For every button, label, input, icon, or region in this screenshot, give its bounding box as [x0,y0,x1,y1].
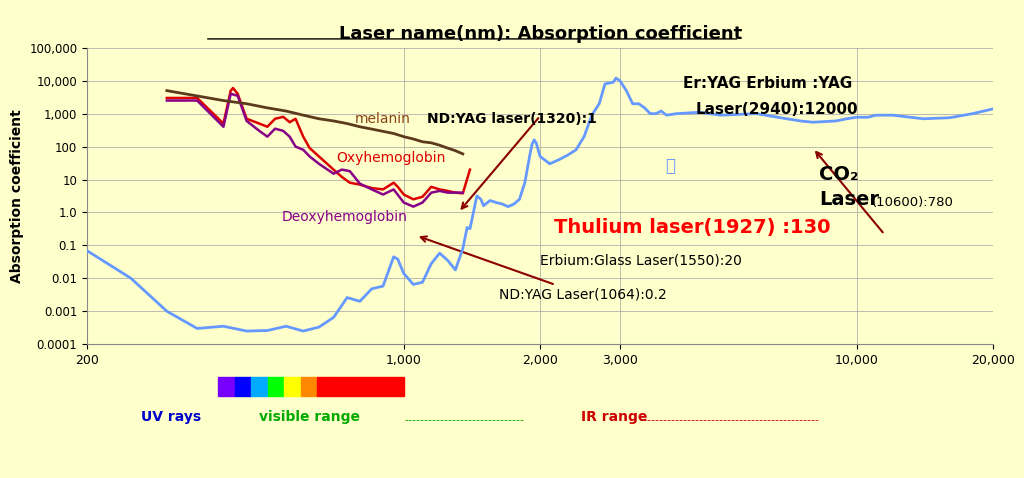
Text: Laser(2940):12000: Laser(2940):12000 [696,102,859,118]
Text: IR range: IR range [581,410,647,424]
Bar [334,377,403,396]
Y-axis label: Absorption coefficient: Absorption coefficient [9,109,24,283]
Text: Oxyhemoglobin: Oxyhemoglobin [336,151,445,165]
Text: UV rays: UV rays [141,410,202,424]
Text: Laser: Laser [819,190,880,209]
Bar [251,377,268,396]
Text: ND:YAG Laser(1064):0.2: ND:YAG Laser(1064):0.2 [500,287,667,301]
Text: 水: 水 [666,157,675,175]
Text: Er:YAG Erbium :YAG: Er:YAG Erbium :YAG [683,76,853,91]
Text: ------------------------------: ------------------------------ [404,415,524,424]
Bar [285,377,301,396]
Text: melanin: melanin [354,112,411,126]
Bar [218,377,234,396]
Text: Thulium laser(1927) :130: Thulium laser(1927) :130 [554,218,830,237]
Bar [301,377,317,396]
Text: Erbium:Glass Laser(1550):20: Erbium:Glass Laser(1550):20 [541,253,742,267]
Text: CO₂: CO₂ [819,165,859,184]
Text: Deoxyhemoglobin: Deoxyhemoglobin [282,210,408,224]
Title: Laser name(nm): Absorption coefficient: Laser name(nm): Absorption coefficient [339,25,741,43]
Text: ND:YAG laser(1320):1: ND:YAG laser(1320):1 [427,112,597,126]
Bar [234,377,251,396]
Text: visible range: visible range [259,410,360,424]
Bar [268,377,285,396]
Text: (10600):780: (10600):780 [871,196,953,209]
Bar [317,377,334,396]
Text: ---------------------------------------------: ----------------------------------------… [640,415,820,424]
